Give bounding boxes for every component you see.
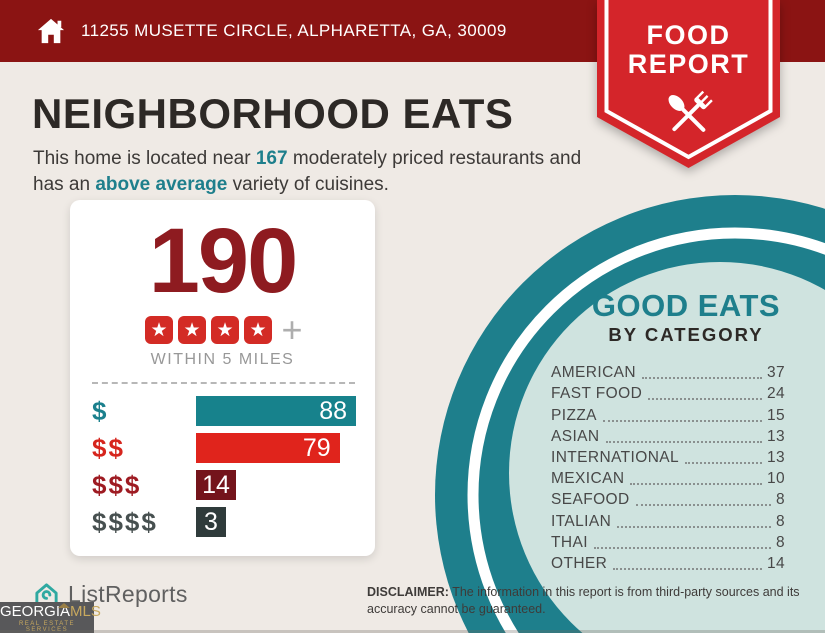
dotted-leader: [617, 525, 771, 528]
dotted-leader: [648, 398, 762, 401]
restaurant-summary-card: 190 ★ ★ ★ ★ + WITHIN 5 MILES $ 88 $$ 79 $$$…: [70, 200, 375, 556]
category-value: 14: [766, 554, 785, 572]
price-bar-row: $ 88: [92, 396, 375, 426]
dotted-leader: [630, 483, 762, 486]
restaurant-count-highlight: 167: [255, 148, 288, 169]
page-title: NEIGHBORHOOD EATS: [32, 90, 514, 137]
food-report-badge: FOOD REPORT: [597, 0, 780, 175]
white-ring: [467, 227, 825, 633]
dotted-leader: [605, 440, 762, 443]
category-value: 13: [766, 448, 785, 466]
price-bar-row: $$$$ 3: [92, 507, 375, 537]
category-label: FAST FOOD: [551, 385, 643, 403]
category-list: AMERICAN 37 FAST FOOD 24 PIZZA 15 ASIAN 13 I…: [551, 361, 785, 573]
intro-text-part4: variety of cuisines.: [227, 174, 389, 196]
list-item: FAST FOOD 24: [551, 382, 785, 403]
restaurant-count: 190: [148, 210, 299, 312]
disclaimer-text: DISCLAIMER: The information in this repo…: [367, 584, 825, 617]
list-item: INTERNATIONAL 13: [551, 446, 785, 467]
price-label: $: [92, 395, 109, 426]
property-address: 11255 MUSETTE CIRCLE, ALPHARETTA, GA, 30…: [81, 21, 507, 40]
category-value: 24: [766, 385, 785, 403]
mls-tagline: REAL ESTATE SERVICES: [18, 621, 76, 633]
category-value: 8: [775, 491, 785, 509]
mls-part1: GEORGIA: [0, 603, 71, 620]
georgia-mls-logo: GEORGIAMLS REAL ESTATE SERVICES: [0, 602, 101, 633]
price-bar-chart: $ 88 $$ 79 $$$ 14 $$$$ 3: [92, 396, 375, 537]
price-label: $$$: [92, 469, 142, 500]
category-label: SEAFOOD: [551, 491, 630, 509]
price-label: $$$$: [92, 506, 158, 537]
price-bar-row: $$$ 14: [92, 470, 375, 500]
disclaimer-label: DISCLAIMER:: [367, 585, 449, 599]
disclaimer-body: The information in this report is from t…: [367, 585, 800, 616]
price-bar-value: 3: [204, 507, 218, 536]
rating-stars: ★ ★ ★ ★: [142, 316, 274, 344]
star-icon: ★: [144, 316, 173, 344]
category-label: ASIAN: [551, 427, 600, 445]
mls-wordmark: GEORGIAMLS: [0, 603, 101, 621]
category-value: 15: [766, 406, 785, 424]
dotted-leader: [685, 461, 762, 464]
price-bar-value: 14: [202, 470, 230, 499]
rating-row: ★ ★ ★ ★ +: [70, 309, 375, 350]
price-bar: 79: [196, 433, 340, 463]
dotted-leader: [593, 546, 771, 549]
mls-part2: MLS: [70, 603, 101, 620]
price-bar: 3: [196, 507, 226, 537]
category-label: AMERICAN: [551, 364, 637, 382]
dotted-leader: [613, 567, 762, 570]
category-label: INTERNATIONAL: [551, 448, 680, 466]
star-icon: ★: [243, 316, 272, 344]
category-label: MEXICAN: [551, 470, 625, 488]
home-icon: [36, 17, 66, 45]
price-bar-value: 79: [302, 433, 331, 462]
dotted-leader: [642, 377, 762, 380]
mint-circle: [509, 262, 825, 633]
category-value: 8: [775, 512, 785, 530]
category-label: THAI: [551, 533, 588, 551]
good-eats-panel: GOOD EATS BY CATEGORY AMERICAN 37 FAST FO…: [551, 290, 785, 573]
list-item: ASIAN 13: [551, 425, 785, 446]
list-item: SEAFOOD 8: [551, 488, 785, 509]
list-item: THAI 8: [551, 531, 785, 552]
price-bar-value: 88: [319, 396, 347, 425]
list-item: MEXICAN 10: [551, 467, 785, 488]
intro-text-part2: moderately priced restaurants and: [287, 148, 582, 169]
category-label: ITALIAN: [551, 512, 612, 530]
badge-line2: REPORT: [628, 49, 750, 79]
variety-highlight: above average: [95, 174, 228, 196]
category-label: OTHER: [551, 554, 608, 572]
intro-text-part3: has an: [33, 174, 96, 196]
roof-icon: [58, 603, 70, 608]
category-value: 37: [766, 364, 785, 382]
category-value: 13: [766, 427, 785, 445]
price-label: $$: [92, 432, 125, 463]
price-bar-row: $$ 79: [92, 433, 375, 463]
badge-line1: FOOD: [647, 20, 731, 50]
bottom-edge-shadow: [0, 630, 825, 633]
list-item: PIZZA 15: [551, 403, 785, 424]
dotted-leader: [602, 419, 762, 422]
list-item: ITALIAN 8: [551, 509, 785, 530]
intro-text: This home is located near 167 moderately…: [33, 146, 581, 198]
intro-text-part1: This home is located near: [33, 148, 256, 169]
star-icon: ★: [177, 316, 206, 344]
good-eats-subtitle: BY CATEGORY: [608, 324, 764, 345]
price-bar: 14: [196, 470, 236, 500]
category-value: 8: [775, 533, 785, 551]
dashed-divider: [92, 382, 355, 384]
utensils-icon: [668, 90, 713, 132]
radius-label: WITHIN 5 MILES: [150, 351, 295, 368]
list-item: OTHER 14: [551, 552, 785, 573]
star-icon: ★: [210, 316, 239, 344]
dotted-leader: [635, 504, 771, 507]
good-eats-title: GOOD EATS: [591, 288, 781, 323]
category-label: PIZZA: [551, 406, 597, 424]
plus-icon: +: [281, 309, 303, 350]
category-value: 10: [766, 470, 785, 488]
list-item: AMERICAN 37: [551, 361, 785, 382]
price-bar: 88: [196, 396, 356, 426]
